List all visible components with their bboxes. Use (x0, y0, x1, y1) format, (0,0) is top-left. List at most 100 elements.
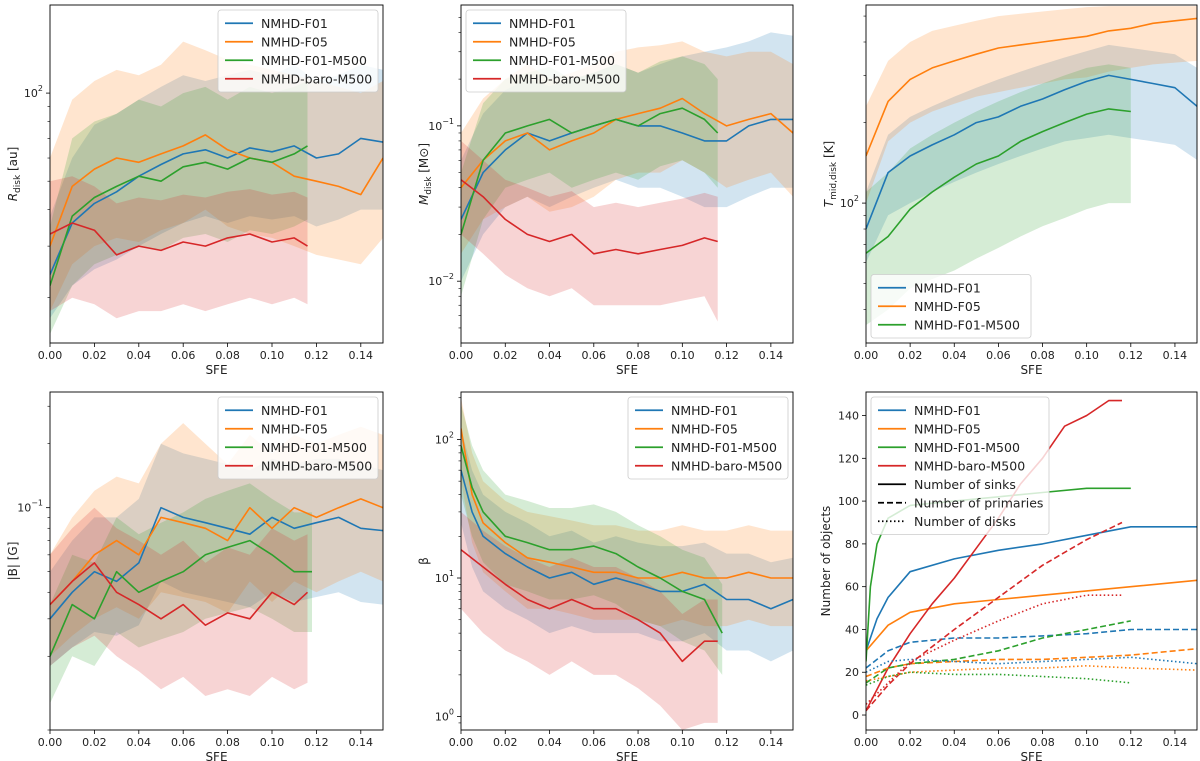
x-tick-label: 0.04 (942, 349, 967, 362)
y-axis-label: β (417, 557, 431, 565)
legend: NMHD-F01 NMHD-F05 NMHD-F01-M500 NMHD-baro-M… (465, 9, 627, 93)
series-line-nmhd-f01 (461, 469, 793, 610)
x-tick-label: 0.00 (449, 349, 474, 362)
y-tick-label: 10−1 (17, 499, 43, 515)
legend-label: NMHD-F01-M500 (914, 440, 1020, 455)
plot-area (50, 41, 383, 335)
x-tick-label: 0.02 (82, 736, 107, 749)
band-nmhd-baro-m500 (50, 176, 308, 319)
band-nmhd-f01 (50, 443, 383, 666)
band-nmhd-f01-m500 (50, 483, 312, 704)
band-nmhd-baro-m500 (50, 507, 308, 696)
series-line-nmhd-baro-m500-disks (866, 594, 1122, 705)
axes-frame (460, 4, 794, 344)
band-nmhd-f05 (50, 41, 383, 312)
plot-area (461, 32, 793, 322)
y-tick-label: 140 (838, 410, 859, 423)
legend: NMHD-F01 NMHD-F05 NMHD-F01-M500 NMHD-baro-M… (217, 396, 379, 480)
legend-label: NMHD-F01-M500 (671, 440, 777, 455)
y-tick-label: 100 (435, 708, 454, 724)
band-nmhd-f01-m500 (461, 56, 718, 297)
x-tick-label: 0.14 (349, 736, 374, 749)
series-line-nmhd-baro-m500-primaries (866, 521, 1123, 712)
x-tick-label: 0.08 (1030, 736, 1055, 749)
series-line-nmhd-f01 (50, 137, 383, 275)
band-nmhd-f01 (50, 64, 383, 319)
legend-label: NMHD-baro-M500 (914, 458, 1025, 473)
x-tick-label: 0.06 (986, 736, 1011, 749)
x-tick-label: 0.08 (215, 349, 240, 362)
x-tick-label: 0.06 (986, 349, 1011, 362)
series-line-nmhd-f01-m500 (50, 145, 308, 286)
band-nmhd-f01-m500 (50, 81, 308, 335)
legend-label: NMHD-F01 (261, 16, 328, 31)
series-line-nmhd-f05 (866, 17, 1197, 157)
y-tick-label: 10−1 (428, 117, 454, 133)
panel-beta: 0.00 0.02 0.04 0.06 0.08 0.10 0.12 0.14 SFE 100 10… (417, 391, 794, 761)
x-axis-label: SFE (205, 363, 227, 377)
legend-item-nmhd-baro-m500: NMHD-baro-M500 (878, 458, 1025, 473)
legend-item-nmhd-f01-m500: NMHD-F01-M500 (878, 317, 1020, 332)
x-tick-label: 0.04 (942, 736, 967, 749)
legend-item-nmhd-baro-m500: NMHD-baro-M500 (225, 458, 372, 473)
band-nmhd-baro-m500 (461, 140, 718, 322)
y-tick-label: 101 (435, 569, 454, 585)
legend-label: NMHD-F05 (261, 421, 328, 436)
legend-box (217, 9, 379, 93)
y-tick-label: 120 (838, 452, 859, 465)
x-tick-label: 0.04 (127, 736, 152, 749)
x-tick-label: 0.12 (304, 736, 329, 749)
legend-label: Number of disks (914, 514, 1016, 529)
x-tick-label: 0.10 (260, 736, 285, 749)
band-nmhd-f05 (461, 397, 793, 627)
x-tick-label: 0.14 (1163, 736, 1188, 749)
legend-item-nmhd-f01-m500: NMHD-F01-M500 (225, 440, 367, 455)
legend-label: Number of primaries (914, 495, 1043, 510)
legend-box (870, 274, 1032, 339)
legend: NMHD-F01 NMHD-F05 NMHD-F01-M500 NMHD-baro-M… (217, 9, 379, 93)
legend-item-nmhd-f05: NMHD-F05 (225, 421, 328, 436)
x-tick-label: 0.08 (626, 349, 651, 362)
legend-item-nmhd-baro-m500: NMHD-baro-M500 (225, 71, 372, 86)
series-line-nmhd-f05-primaries (866, 647, 1197, 678)
legend: NMHD-F01 NMHD-F05 NMHD-F01-M500 (870, 274, 1032, 339)
legend-item-nmhd-f01: NMHD-F01 (878, 403, 981, 418)
x-tick-label: 0.04 (537, 349, 562, 362)
legend-label: NMHD-F01 (671, 403, 738, 418)
x-tick-label: 0.06 (582, 349, 607, 362)
legend: NMHD-F01 NMHD-F05 NMHD-F01-M500 NMHD-baro-M… (627, 396, 789, 480)
series-line-nmhd-f05 (461, 428, 793, 579)
legend-label: NMHD-F05 (914, 299, 981, 314)
legend-item-nmhd-f01-m500: NMHD-F01-M500 (878, 440, 1020, 455)
legend-style-number-of-sinks: Number of sinks (878, 477, 1016, 492)
x-tick-label: 0.10 (670, 736, 695, 749)
band-nmhd-f01-m500 (866, 64, 1131, 326)
x-tick-label: 0.12 (1119, 736, 1144, 749)
legend-item-nmhd-f01: NMHD-F01 (635, 403, 738, 418)
series-line-nmhd-f05 (50, 498, 383, 606)
legend-item-nmhd-f01: NMHD-F01 (225, 403, 328, 418)
x-axis-label: SFE (205, 750, 227, 761)
series-line-nmhd-baro-m500 (50, 222, 308, 256)
x-tick-label: 0.10 (670, 349, 695, 362)
x-tick-label: 0.08 (215, 736, 240, 749)
series-line-nmhd-baro-m500 (461, 179, 718, 255)
x-tick-label: 0.04 (537, 736, 562, 749)
legend-label: NMHD-F01-M500 (509, 53, 615, 68)
y-axis-label: |B| [G] (6, 542, 20, 581)
series-line-nmhd-f01-m500 (461, 107, 719, 235)
y-tick-label: 102 (435, 430, 454, 446)
legend-box (217, 396, 379, 480)
legend-label: Number of sinks (914, 477, 1016, 492)
legend-box (465, 9, 627, 93)
axes-frame (865, 391, 1198, 731)
legend-label: NMHD-baro-M500 (261, 71, 372, 86)
legend-label: NMHD-F05 (914, 421, 981, 436)
legend-label: NMHD-baro-M500 (671, 458, 782, 473)
y-tick-label: 40 (845, 623, 859, 636)
y-tick-label: 100 (838, 495, 859, 508)
band-nmhd-f01 (461, 32, 793, 282)
y-axis-label: Number of objects (819, 506, 833, 617)
legend: NMHD-F01 NMHD-F05 NMHD-F01-M500 NMHD-baro-M… (870, 396, 1050, 535)
